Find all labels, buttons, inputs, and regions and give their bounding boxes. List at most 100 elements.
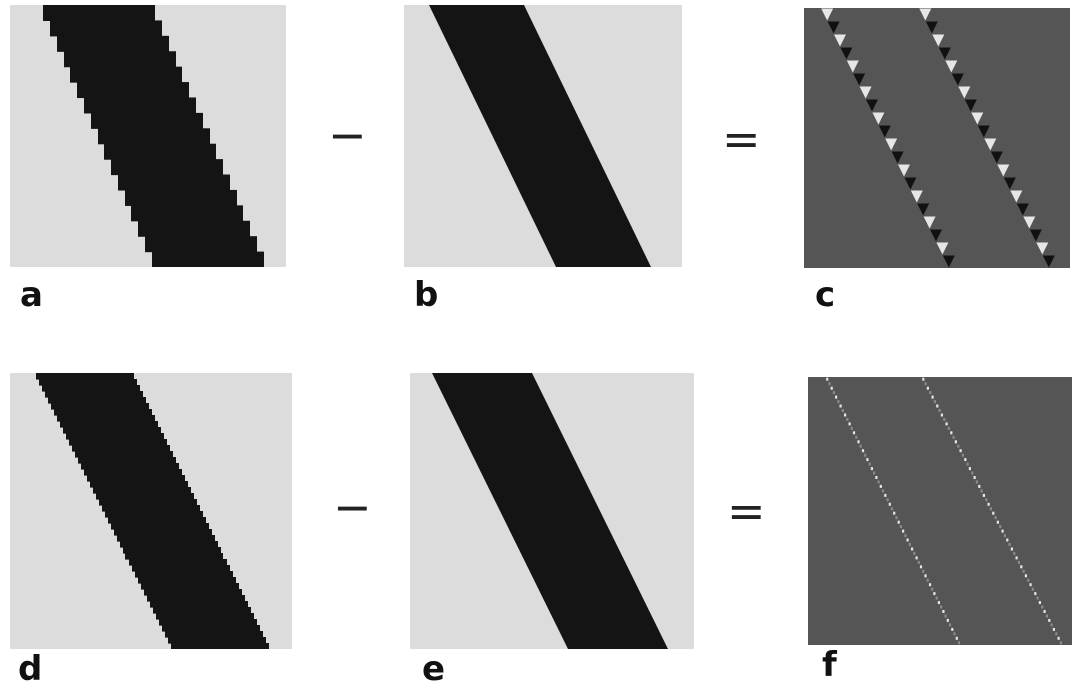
error-dot: [935, 596, 938, 600]
panel-background: [804, 8, 1070, 268]
error-mark: [990, 151, 1003, 164]
stripe-step: [153, 607, 251, 614]
stripe-step: [152, 251, 264, 267]
stripe-step: [117, 535, 215, 542]
stripe-step: [60, 421, 158, 428]
error-dot: [866, 458, 869, 462]
error-mark: [997, 164, 1010, 177]
error-mark: [1010, 190, 1023, 203]
error-mark: [898, 164, 910, 177]
stripe-step: [168, 637, 266, 644]
stripe-step: [99, 499, 197, 506]
stripe-step: [93, 487, 191, 494]
error-mark: [1042, 255, 1055, 268]
error-dot: [1003, 534, 1006, 538]
error-dot: [835, 395, 838, 399]
error-dot: [908, 543, 911, 546]
label-d: d: [18, 649, 43, 689]
error-dot: [846, 417, 849, 421]
error-dot: [850, 426, 853, 430]
error-dot: [859, 444, 862, 448]
stripe-step: [118, 174, 230, 191]
error-dot: [953, 632, 956, 636]
error-dot: [933, 400, 936, 404]
stripe-step: [147, 595, 245, 602]
error-dot: [987, 502, 990, 506]
error-dot: [906, 538, 909, 542]
error-dot: [924, 382, 927, 386]
error-mark: [904, 177, 917, 190]
stripe-step: [43, 5, 155, 22]
stripe-step: [165, 631, 263, 638]
error-mark: [936, 242, 949, 255]
stripe-step: [96, 493, 194, 500]
stripe-step: [91, 112, 203, 129]
label-f: f: [822, 645, 837, 685]
panel-f-difference-fine: [808, 377, 1072, 645]
stripe-band: [429, 5, 651, 267]
error-dot: [1041, 605, 1044, 609]
stripe-step: [162, 625, 260, 632]
error-dot: [1045, 614, 1048, 618]
error-dot: [1031, 587, 1034, 591]
stripe-step: [159, 619, 257, 626]
stripe-step: [171, 643, 269, 649]
stripe-step: [42, 385, 140, 392]
error-dot: [973, 476, 976, 479]
error-dot: [919, 565, 923, 569]
stripe-step: [50, 20, 162, 37]
error-dot: [1048, 618, 1051, 622]
stripe-step: [123, 547, 221, 554]
panel-b-antialiased: [404, 5, 682, 267]
error-mark: [932, 34, 945, 47]
error-dot: [944, 614, 947, 618]
error-dot: [837, 400, 840, 404]
stripe-step: [87, 475, 185, 482]
stripe-step: [78, 457, 176, 464]
error-dot: [1022, 569, 1025, 573]
error-dot: [1036, 596, 1039, 600]
error-dot: [992, 511, 995, 515]
stripe-step: [114, 529, 212, 536]
error-dot: [1024, 574, 1027, 578]
error-mark: [872, 112, 885, 125]
antialiased-stripe-image: [410, 373, 694, 649]
error-dot: [828, 382, 831, 386]
error-dot: [928, 583, 932, 587]
error-mark: [891, 151, 904, 164]
stripe-step: [69, 439, 167, 446]
stripe-step: [156, 613, 254, 620]
error-dot: [940, 605, 943, 609]
error-dot: [980, 489, 983, 493]
error-dot: [1013, 551, 1016, 555]
error-dot: [954, 440, 957, 444]
error-mark: [942, 255, 955, 268]
error-dot: [947, 426, 950, 430]
stripe-step: [64, 51, 176, 68]
error-dot: [978, 484, 981, 488]
stripe-step: [54, 409, 152, 416]
error-dot: [1008, 543, 1011, 546]
stripe-step: [57, 35, 169, 52]
error-dot: [942, 610, 945, 613]
error-dot: [937, 601, 940, 605]
error-dot: [931, 587, 934, 591]
stripe-step: [75, 451, 173, 458]
stripe-step: [63, 427, 161, 434]
error-mark: [984, 138, 997, 151]
stripe-step: [132, 565, 230, 572]
error-dot: [924, 574, 927, 578]
error-dot: [971, 471, 974, 475]
stripe-step: [120, 541, 218, 548]
error-mark: [821, 8, 834, 21]
stripe-step: [105, 511, 203, 518]
error-dot: [904, 534, 907, 538]
error-dot: [888, 502, 891, 506]
error-dot: [864, 453, 867, 457]
error-dot: [1055, 632, 1058, 636]
label-c: c: [815, 275, 836, 315]
label-e: e: [422, 649, 446, 689]
stripe-step: [36, 373, 134, 380]
error-dot: [975, 480, 978, 484]
error-dot: [868, 462, 871, 466]
